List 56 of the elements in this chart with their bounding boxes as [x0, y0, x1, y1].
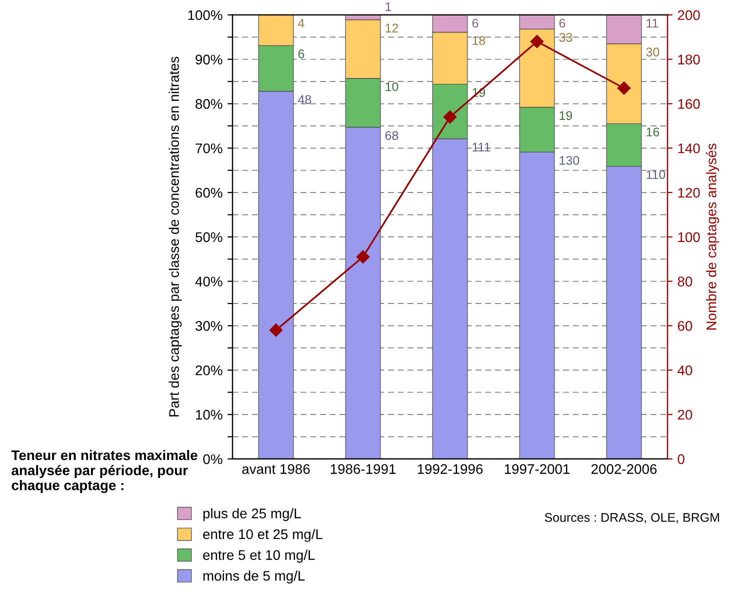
- y-tick-label: 0%: [203, 454, 222, 464]
- y2-tick-label: 100: [678, 232, 700, 242]
- annotation: 33: [559, 32, 572, 42]
- x-tick-label: 1992-1996: [418, 464, 483, 474]
- annotation: 19: [560, 111, 572, 120]
- y2-tick-label: 180: [678, 54, 700, 64]
- annotation: 16: [646, 128, 660, 136]
- annotation: 6: [298, 49, 304, 58]
- y-tick-label: 50%: [196, 232, 222, 242]
- annotation: 1: [386, 2, 392, 11]
- point: [530, 34, 544, 48]
- annotation: 6: [472, 18, 478, 28]
- y2-tick-label: 80: [678, 276, 692, 286]
- point: [356, 250, 370, 264]
- point: [269, 324, 283, 337]
- y2-axis-title: Nombre de captages analysés: [706, 144, 720, 330]
- y2-tick-label: 60: [678, 321, 692, 331]
- y2-tick-label: 140: [678, 143, 700, 154]
- y-tick-label: 60%: [196, 188, 222, 198]
- y2-tick-label: 20: [678, 410, 692, 420]
- legend-label: moins de 5 mg/L: [203, 570, 305, 584]
- y-tick-label: 100%: [188, 10, 222, 20]
- legend-title: Teneur en nitrates maximale analysée par période, pour chaque captage :: [11, 450, 198, 494]
- y2-tick-label: 160: [678, 99, 700, 109]
- x-tick-label: avant 1986: [242, 464, 310, 474]
- annotation: 110: [646, 170, 666, 180]
- y2-tick-label: 40: [678, 365, 692, 376]
- x-tick-label: 1997-2001: [504, 464, 570, 474]
- x-tick-label: 1986-1991: [330, 464, 396, 474]
- y2-tick-label: 0: [678, 454, 684, 464]
- x-tick-label: 2002-2006: [591, 464, 657, 474]
- legend-label: entre 5 et 10 mg/L: [203, 550, 315, 563]
- annotation: 12: [386, 24, 398, 32]
- annotation: 11: [646, 18, 658, 28]
- y-tick-label: 90%: [196, 54, 222, 64]
- y-tick-label: 10%: [196, 410, 222, 420]
- annotation: 130: [560, 156, 580, 165]
- y-tick-label: 20%: [196, 365, 222, 376]
- legend-label: entre 10 et 25 mg/L: [203, 528, 322, 542]
- y-tick-label: 40%: [195, 276, 222, 286]
- annotation: 18: [472, 36, 486, 45]
- legend-label: plus de 25 mg/L: [203, 508, 301, 522]
- y2-tick-label: 120: [678, 188, 700, 198]
- y-tick-label: 30%: [196, 321, 222, 331]
- annotation: 6: [559, 18, 566, 28]
- y2-tick-label: 200: [678, 10, 700, 20]
- annotation: 4: [298, 18, 304, 28]
- y-tick-label: 80%: [196, 99, 222, 109]
- annotation: 30: [646, 48, 660, 56]
- point: [617, 82, 631, 95]
- y-axis-title: Part des captages par classe de concentrations en nitrates: [168, 56, 182, 416]
- annotation: 10: [386, 82, 398, 92]
- annotation: 48: [298, 95, 312, 104]
- source-note: Sources : DRASS, OLE, BRGM: [544, 513, 719, 524]
- y-tick-label: 70%: [196, 143, 222, 154]
- annotation: 68: [385, 131, 398, 140]
